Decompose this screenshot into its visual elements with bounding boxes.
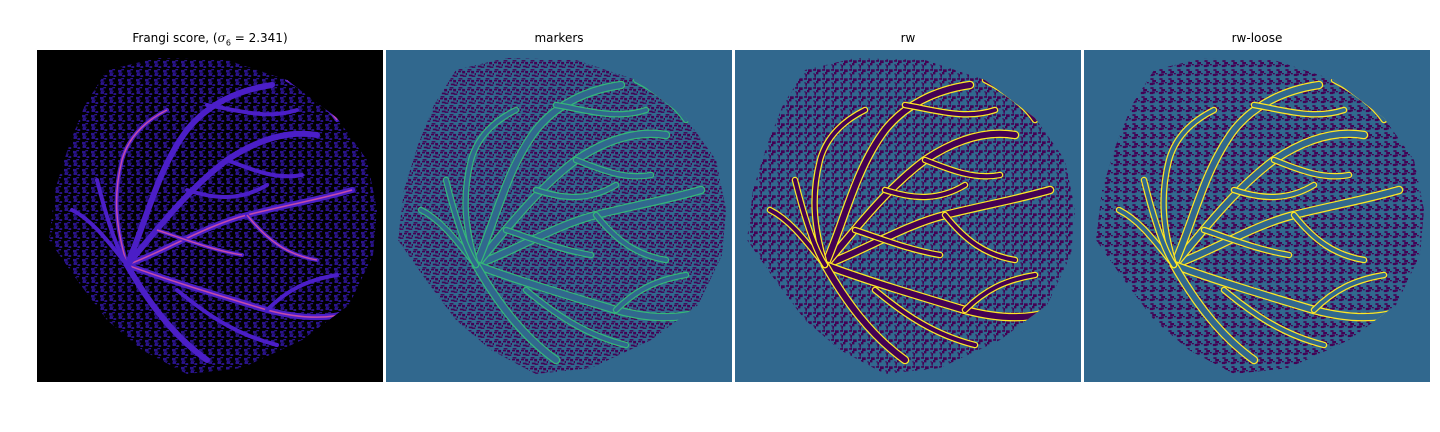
vessel <box>574 158 653 179</box>
retina-image <box>735 50 1081 382</box>
image-panel-rw-loose <box>1084 50 1430 382</box>
vessel <box>812 108 867 267</box>
vessel <box>225 158 304 179</box>
vessel <box>1171 130 1367 268</box>
vessel <box>943 213 1017 262</box>
vessel <box>534 183 618 199</box>
vessel <box>473 130 669 268</box>
vessel <box>205 103 299 117</box>
vessel <box>95 178 129 267</box>
vessel <box>504 228 593 257</box>
panel-title-frangi: Frangi score, (σ6 = 2.341) <box>132 31 288 48</box>
vessel <box>1272 158 1351 179</box>
vessel <box>822 130 1018 268</box>
vessel <box>883 183 967 199</box>
vessel <box>873 288 977 347</box>
vessel <box>473 82 624 268</box>
retina-image <box>1084 50 1430 382</box>
vessel-highlight <box>126 264 353 318</box>
vessel <box>822 262 908 363</box>
vessel <box>822 82 973 268</box>
vessel <box>903 103 997 117</box>
vessel <box>1292 213 1366 262</box>
vessel-network <box>417 76 706 365</box>
vessel <box>963 273 1037 312</box>
vessel-highlight <box>156 229 243 256</box>
vessel <box>853 228 942 257</box>
vessel <box>793 178 827 267</box>
image-panel-frangi <box>37 50 383 382</box>
panel-title-rw-loose: rw-loose <box>1231 31 1283 45</box>
retina-image <box>37 50 383 382</box>
vessel <box>1161 108 1216 267</box>
vessel-highlight <box>115 109 168 266</box>
image-panel-markers <box>386 50 732 382</box>
vessel <box>1312 273 1386 312</box>
vessel <box>473 262 559 363</box>
vessel <box>265 273 339 312</box>
vessel <box>1171 262 1257 363</box>
vessel-network <box>1115 76 1404 365</box>
vessel <box>463 108 518 267</box>
vessel <box>1171 82 1322 268</box>
vessel-network <box>70 78 355 363</box>
vessel <box>185 183 269 199</box>
vessel-highlight <box>246 214 318 261</box>
vessel <box>1142 178 1176 267</box>
vessel <box>1232 183 1316 199</box>
vessel <box>1171 262 1402 321</box>
vessel <box>614 273 688 312</box>
vessel <box>124 82 275 268</box>
panel-title-rw: rw <box>900 31 916 45</box>
vessel <box>1252 103 1346 117</box>
vessel <box>124 130 320 268</box>
image-panel-rw <box>735 50 1081 382</box>
vessel <box>554 103 648 117</box>
retina-image <box>386 50 732 382</box>
vessel <box>444 178 478 267</box>
vessel <box>822 262 1053 321</box>
vessel <box>1202 228 1291 257</box>
vessel-network <box>766 76 1055 365</box>
vessel <box>124 262 210 363</box>
panel-title-markers: markers <box>534 31 584 45</box>
vessel <box>923 158 1002 179</box>
vessel <box>175 288 279 347</box>
vessel <box>1222 288 1326 347</box>
vessel <box>524 288 628 347</box>
vessel <box>594 213 668 262</box>
vessel <box>473 262 704 321</box>
